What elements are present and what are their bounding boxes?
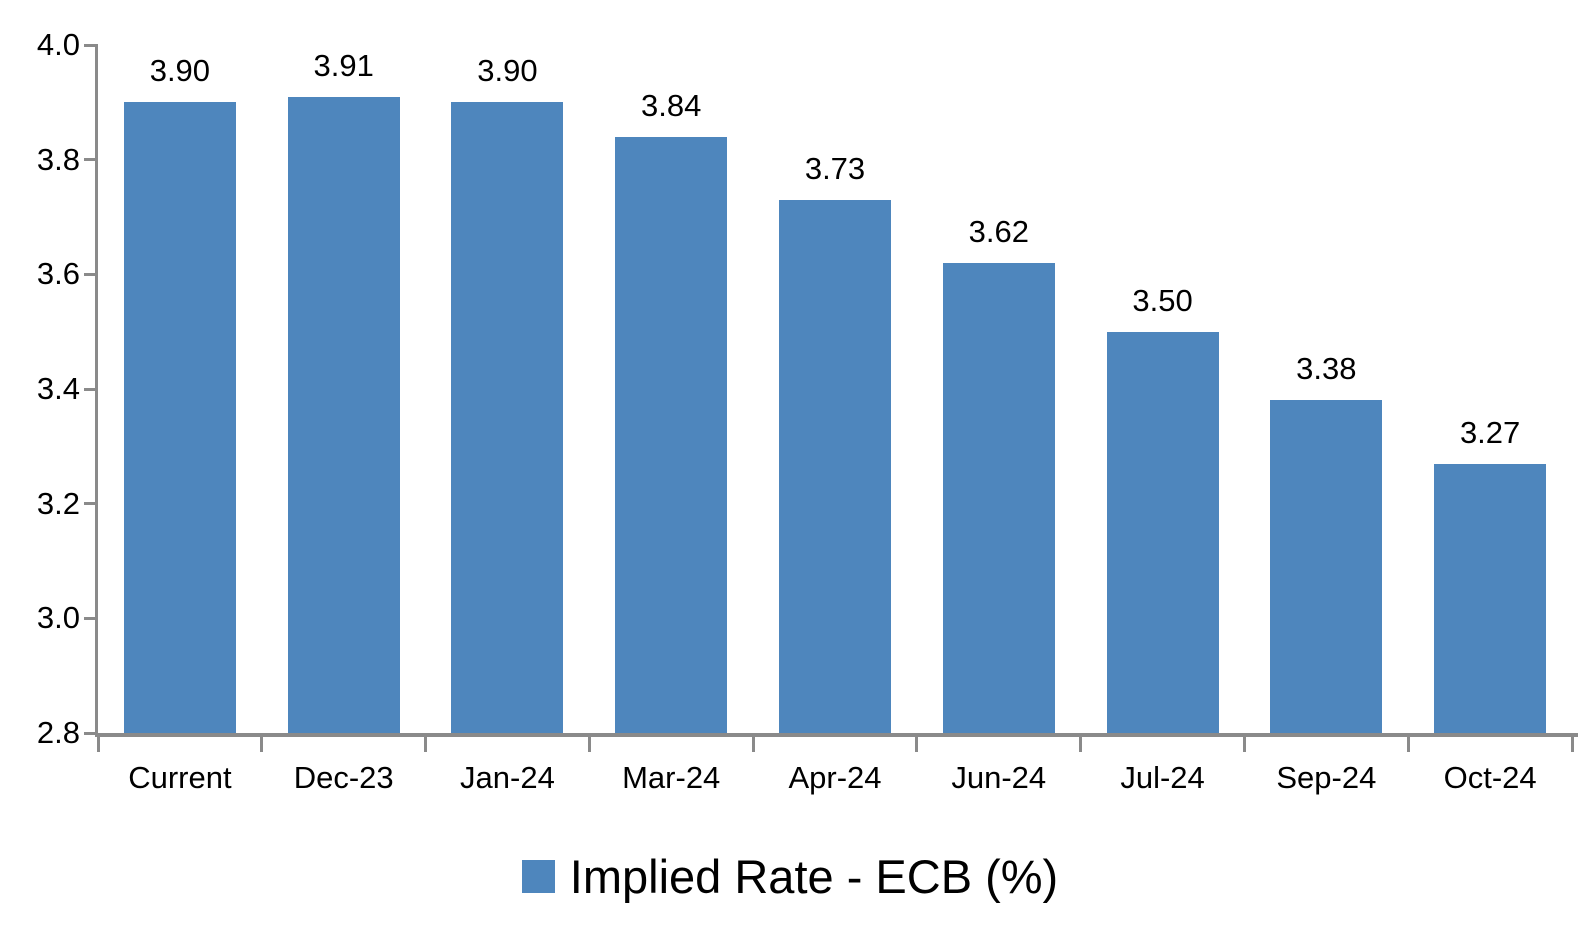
y-axis-tick bbox=[84, 616, 98, 620]
bar-value-label: 3.91 bbox=[313, 47, 374, 83]
bar bbox=[287, 96, 400, 733]
legend-label: Implied Rate - ECB (%) bbox=[569, 849, 1059, 903]
x-axis-tick bbox=[260, 737, 264, 752]
x-tick-label: Dec-23 bbox=[293, 760, 394, 795]
bar-value-label: 3.84 bbox=[641, 87, 702, 123]
y-tick-label: 4.0 bbox=[36, 27, 80, 62]
bar-value-label: 3.90 bbox=[477, 53, 538, 89]
bar-value-label: 3.27 bbox=[1459, 414, 1521, 450]
bar-value-label: 3.38 bbox=[1296, 351, 1357, 387]
x-tick-label: Jun-24 bbox=[951, 760, 1047, 795]
x-axis-tick bbox=[1406, 737, 1410, 752]
x-axis-tick bbox=[424, 737, 428, 752]
y-axis-tick bbox=[84, 502, 98, 506]
bar bbox=[779, 199, 891, 733]
y-tick-label: 3.6 bbox=[36, 256, 80, 292]
x-tick-label: Jul-24 bbox=[1120, 760, 1205, 795]
y-tick-label: 3.8 bbox=[36, 141, 80, 177]
bar-value-label: 3.73 bbox=[804, 150, 866, 186]
x-tick-label: Apr-24 bbox=[788, 760, 882, 795]
bar-value-label: 3.90 bbox=[149, 53, 211, 89]
x-tick-label: Jan-24 bbox=[460, 760, 555, 795]
x-axis-tick bbox=[96, 737, 100, 752]
x-tick-label: Sep-24 bbox=[1276, 760, 1377, 795]
y-tick-label: 3.2 bbox=[36, 485, 80, 521]
x-axis-line bbox=[95, 733, 1578, 737]
bar-value-label: 3.50 bbox=[1132, 282, 1193, 318]
y-axis-tick bbox=[84, 272, 98, 276]
x-axis-tick bbox=[751, 737, 755, 752]
y-axis-tick bbox=[84, 158, 98, 162]
y-axis-tick bbox=[84, 387, 98, 391]
x-axis-tick bbox=[1242, 737, 1246, 752]
bar-value-label: 3.62 bbox=[968, 213, 1029, 249]
x-tick-label: Mar-24 bbox=[622, 760, 721, 795]
x-tick-label: Oct-24 bbox=[1443, 760, 1537, 795]
y-axis-tick bbox=[84, 731, 98, 735]
bar bbox=[1106, 331, 1219, 733]
y-tick-label: 3.4 bbox=[36, 371, 80, 406]
bar bbox=[942, 262, 1055, 733]
x-axis-tick bbox=[587, 737, 591, 752]
bar bbox=[1434, 463, 1547, 733]
bar bbox=[123, 102, 236, 733]
y-tick-label: 3.0 bbox=[36, 600, 80, 636]
x-axis-tick bbox=[1570, 737, 1574, 752]
x-tick-label: Current bbox=[128, 760, 232, 795]
y-axis-line bbox=[95, 45, 98, 737]
y-axis-tick bbox=[84, 43, 98, 47]
x-axis-tick bbox=[915, 737, 919, 752]
bar bbox=[451, 102, 564, 733]
legend-swatch-icon bbox=[521, 859, 555, 893]
x-axis-tick bbox=[1079, 737, 1083, 752]
y-tick-label: 2.8 bbox=[36, 715, 80, 750]
bar bbox=[615, 136, 728, 733]
bar bbox=[1270, 400, 1383, 733]
legend: Implied Rate - ECB (%) bbox=[0, 846, 1580, 906]
